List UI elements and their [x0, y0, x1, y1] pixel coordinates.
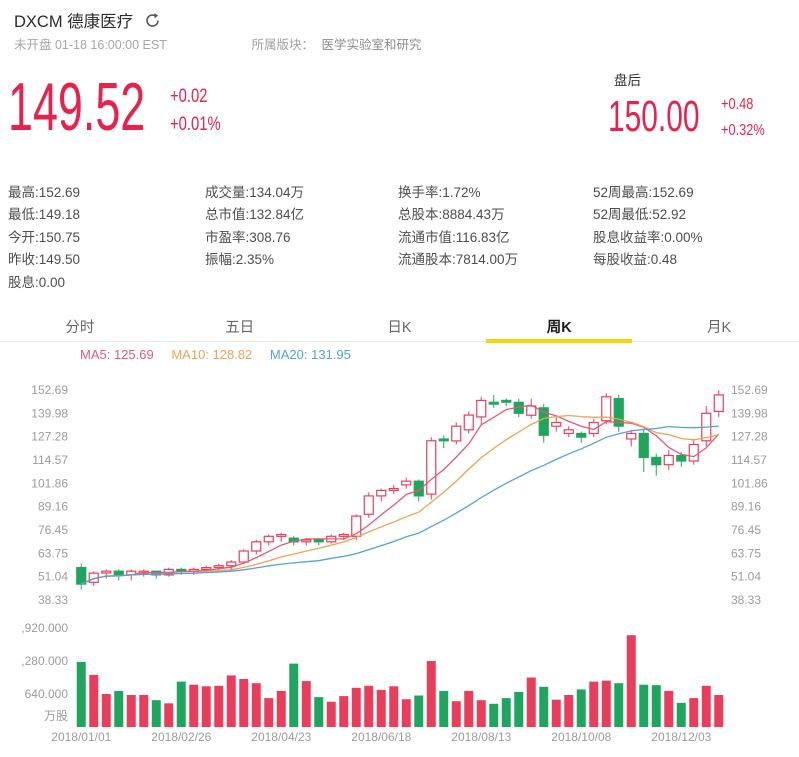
stat-row: 流通股本:7814.00万 — [398, 252, 519, 268]
sector-label: 所属版块： — [251, 38, 314, 52]
tab-minute[interactable]: 分时 — [65, 320, 95, 336]
stat-row: 每股收益:0.48 — [593, 252, 678, 268]
stat-row: 总股本:8884.43万 — [398, 207, 505, 223]
refresh-icon[interactable] — [144, 12, 161, 29]
price-axis-label-left: 89.16 — [38, 500, 68, 514]
stat-row: 最高:152.69 — [8, 185, 81, 200]
date-axis-label: 2018/01/01 — [51, 730, 111, 744]
ma5-legend: MA5: 125.69 — [80, 347, 154, 362]
after-hours-label: 盘后 — [614, 73, 641, 88]
stat-row: 总市值:132.84亿 — [205, 207, 305, 223]
ma-line-ma5 — [81, 404, 720, 585]
date-axis-label: 2018/10/08 — [551, 730, 611, 744]
tab-daily-k[interactable]: 日K — [387, 320, 412, 336]
date-axis-label: 2018/12/03 — [651, 730, 711, 744]
price-axis-label-right: 38.33 — [731, 593, 761, 607]
stat-row: 股息收益率:0.00% — [593, 229, 703, 245]
after-hours-price: 150.00 — [608, 92, 700, 141]
stat-row: 今开:150.75 — [8, 229, 81, 245]
tab-5day[interactable]: 五日 — [225, 320, 255, 336]
volume-layer — [76, 635, 724, 728]
stat-row: 52周最高:152.69 — [593, 185, 694, 200]
change-percent: +0.01% — [170, 114, 221, 135]
market-status: 未开盘 01-18 16:00:00 EST — [14, 38, 167, 52]
current-price: 149.52 — [8, 69, 146, 145]
price-axis-label-left: 38.33 — [38, 593, 68, 607]
axis-labels-layer: 152.69 152.69 139.98 139.98 127.28 127.28 114.… — [21, 383, 768, 744]
status-line: 未开盘 01-18 16:00:00 EST 所属版块： 医学实验室和研究 — [14, 34, 422, 53]
volume-axis-label: 640.000 — [25, 687, 69, 701]
price-axis-label-left: 114.57 — [32, 453, 68, 467]
period-tabs: 分时 五日 日K 周K 月K — [0, 309, 799, 343]
volume-axis-label: ,920.000 — [21, 621, 68, 635]
stat-row: 52周最低:52.92 — [593, 207, 687, 223]
weekly-candlestick-chart[interactable]: 152.69 152.69 139.98 139.98 127.28 127.28 114.… — [0, 370, 799, 757]
volume-axis-label: ,280.000 — [21, 654, 68, 668]
change-value: +0.02 — [170, 86, 208, 107]
date-axis-label: 2018/04/23 — [251, 730, 311, 744]
date-axis-label: 2018/06/18 — [351, 730, 411, 744]
price-axis-label-left: 139.98 — [31, 406, 68, 420]
stat-row: 股息:0.00 — [8, 274, 66, 290]
ma10-legend: MA10: 128.82 — [171, 347, 253, 362]
price-axis-label-right: 76.45 — [731, 523, 761, 537]
stat-row: 流通市值:116.83亿 — [398, 229, 510, 245]
stats-column-3: 换手率:1.72% 总股本:8884.43万 流通市值:116.83亿 流通股本… — [398, 182, 518, 272]
price-axis-label-left: 51.04 — [38, 570, 68, 584]
price-axis-label-left: 152.69 — [31, 383, 68, 397]
price-axis-label-left: 76.45 — [38, 523, 68, 537]
header: DXCM 德康医疗 — [14, 8, 161, 32]
stats-column-1: 最高:152.69 最低:149.18 今开:150.75 昨收:149.50 … — [8, 182, 80, 294]
ma-line-ma20 — [81, 425, 719, 585]
stat-row: 最低:149.18 — [8, 207, 81, 223]
price-axis-label-right: 127.28 — [731, 430, 768, 444]
stat-row: 振幅:2.35% — [205, 252, 275, 268]
tab-monthly-k[interactable]: 月K — [707, 320, 732, 336]
after-hours-change: +0.48 +0.32% — [721, 92, 765, 144]
price-axis-label-left: 127.28 — [31, 430, 68, 444]
price-change: +0.02 +0.01% — [170, 83, 221, 139]
ma-lines-layer — [81, 404, 720, 585]
stats-column-2: 成交量:134.04万 总市值:132.84亿 市盈率:308.76 振幅:2.… — [205, 182, 304, 272]
active-tab-underline — [486, 339, 633, 343]
sector-value: 医学实验室和研究 — [321, 38, 422, 52]
date-axis-label: 2018/02/26 — [151, 730, 211, 744]
price-axis-label-right: 139.98 — [731, 406, 768, 420]
price-axis-label-right: 152.69 — [731, 383, 768, 397]
ma-legend: MA5: 125.69 MA10: 128.82 MA20: 131.95 — [80, 347, 365, 362]
price-axis-label-right: 51.04 — [731, 570, 761, 584]
date-axis-label: 2018/08/13 — [451, 730, 511, 744]
price-axis-label-right: 63.75 — [731, 546, 761, 560]
price-axis-label-right: 101.86 — [731, 476, 768, 490]
volume-unit-label: 万股 — [44, 709, 68, 723]
tab-weekly-k[interactable]: 周K — [479, 309, 639, 343]
price-axis-label-right: 89.16 — [731, 500, 761, 514]
ma20-legend: MA20: 131.95 — [269, 347, 351, 362]
price-axis-label-left: 63.75 — [38, 546, 68, 560]
stats-column-4: 52周最高:152.69 52周最低:52.92 股息收益率:0.00% 每股收… — [593, 182, 703, 272]
stat-row: 昨收:149.50 — [8, 252, 81, 268]
price-axis-label-left: 101.86 — [31, 476, 68, 490]
after-change-percent: +0.32% — [721, 122, 765, 139]
stat-row: 市盈率:308.76 — [205, 229, 291, 245]
stock-title: DXCM 德康医疗 — [14, 13, 134, 31]
stat-row: 换手率:1.72% — [398, 185, 481, 200]
candlestick-layer — [76, 390, 724, 590]
price-axis-label-right: 114.57 — [731, 453, 767, 467]
stat-row: 成交量:134.04万 — [205, 185, 305, 200]
after-change-value: +0.48 — [721, 96, 754, 113]
